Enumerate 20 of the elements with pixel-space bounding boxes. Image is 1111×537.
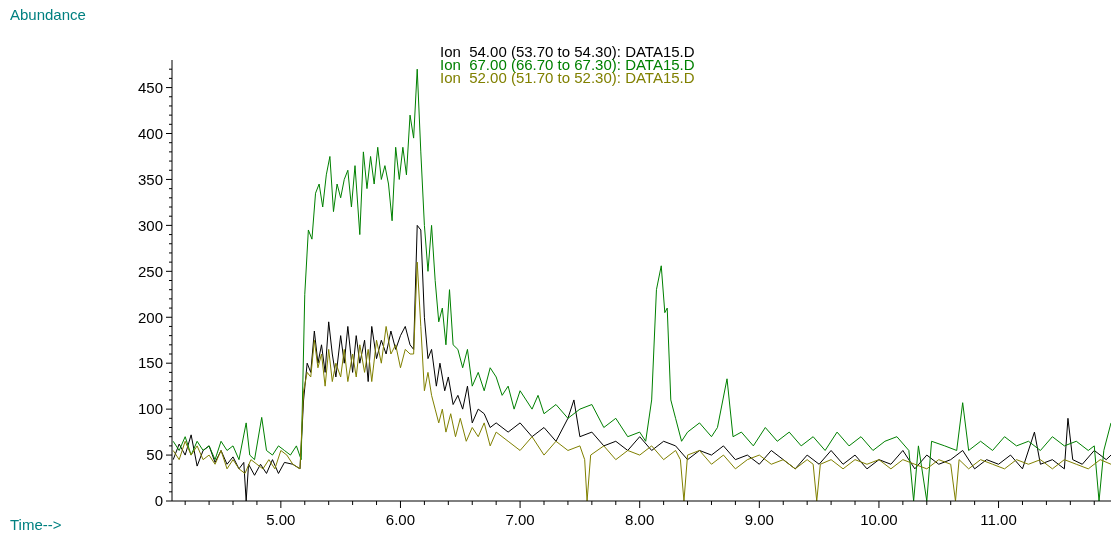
- y-tick-label: 100: [137, 400, 163, 418]
- y-axis-title: Abundance: [10, 6, 86, 23]
- y-tick-label: 150: [137, 354, 163, 372]
- text: Ion 54.00 (53.70 to 54.30): DATA15.D: [440, 43, 695, 60]
- y-tick-label: 350: [137, 170, 163, 188]
- text: Time-->: [10, 516, 62, 533]
- x-tick-label: 8.00: [625, 511, 655, 528]
- y-tick-label: 300: [137, 216, 163, 234]
- y-tick-label: 50: [146, 446, 163, 464]
- x-tick-label: 10.00: [860, 511, 898, 528]
- x-tick-label: 6.00: [385, 511, 416, 528]
- y-tick-label: 0: [154, 492, 163, 510]
- x-tick-label: 5.00: [266, 511, 296, 528]
- y-tick-label: 450: [137, 78, 163, 96]
- y-tick-label: 400: [137, 124, 163, 142]
- y-tick-label: 250: [137, 262, 163, 280]
- y-tick-label: 200: [137, 308, 163, 326]
- x-tick-label: 11.00: [980, 511, 1017, 528]
- x-tick-label: 9.00: [744, 511, 774, 528]
- x-tick-label: 7.00: [505, 511, 535, 528]
